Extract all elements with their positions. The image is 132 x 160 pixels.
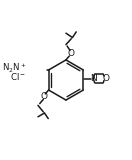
Text: $\mathsf{N_2N^+}$: $\mathsf{N_2N^+}$ <box>2 62 26 75</box>
Text: N: N <box>90 74 97 83</box>
Text: O: O <box>103 74 110 83</box>
Text: $\mathsf{Cl^-}$: $\mathsf{Cl^-}$ <box>10 71 26 82</box>
Text: O: O <box>40 92 47 101</box>
Text: O: O <box>67 49 74 58</box>
